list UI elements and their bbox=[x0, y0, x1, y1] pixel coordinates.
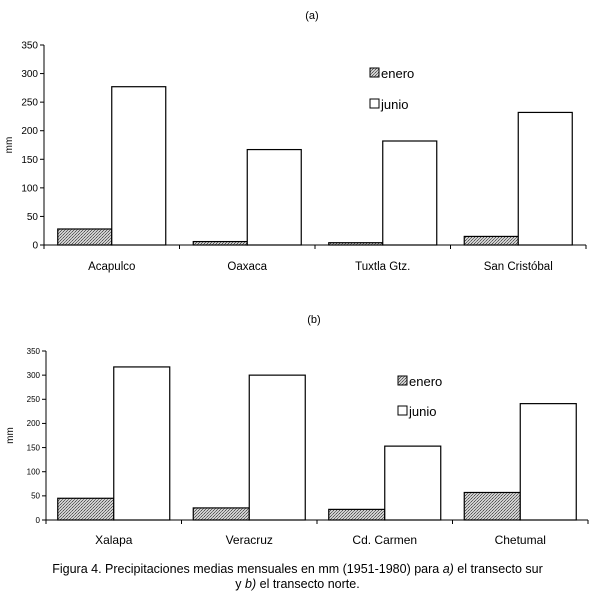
chart-b: (b) 0 50 100 150 200 250 300 350 mm Xalapa Veracruz… bbox=[5, 314, 589, 547]
y-tick-label: 50 bbox=[27, 212, 39, 223]
y-tick-label: 150 bbox=[21, 155, 38, 166]
legend-label-enero: enero bbox=[409, 374, 442, 389]
legend-swatch-enero bbox=[369, 67, 380, 78]
legend-swatch-enero bbox=[397, 375, 408, 386]
panel-label-a: (a) bbox=[305, 10, 318, 22]
bar-enero-0 bbox=[57, 497, 115, 521]
chart-a: (a) 0 50 100 150 200 250 300 350 mm Acapulco Oaxaca… bbox=[4, 10, 587, 273]
x-tick-label: Acapulco bbox=[88, 261, 135, 273]
x-tick-label: Cd. Carmen bbox=[352, 533, 417, 547]
caption-text-6: el transecto norte. bbox=[256, 577, 360, 591]
x-tick-label: Veracruz bbox=[226, 533, 273, 547]
bar-enero-0 bbox=[57, 228, 113, 246]
caption-text-1: Figura 4. Precipitaciones medias mensual… bbox=[52, 562, 443, 576]
bar-enero-1 bbox=[192, 507, 250, 521]
bar-junio-3 bbox=[519, 403, 577, 521]
x-tick-label: San Cristóbal bbox=[484, 261, 553, 273]
panel-label-b: (b) bbox=[307, 314, 320, 326]
y-tick-label: 250 bbox=[21, 98, 38, 109]
x-tick-label: Chetumal bbox=[495, 533, 546, 547]
bar-enero-3 bbox=[463, 235, 519, 246]
bar-junio-2 bbox=[384, 445, 442, 521]
y-tick-label: 150 bbox=[27, 443, 41, 452]
caption-text-5: b) bbox=[245, 577, 257, 591]
figure-caption: Figura 4. Precipitaciones medias mensual… bbox=[20, 562, 575, 592]
caption-text-3: el transecto sur bbox=[453, 562, 543, 576]
legend-swatch-junio bbox=[397, 405, 408, 416]
y-tick-label: 300 bbox=[21, 69, 38, 80]
bar-enero-1 bbox=[192, 240, 248, 246]
y-tick-label: 100 bbox=[27, 468, 41, 477]
legend-label-enero: enero bbox=[381, 66, 414, 81]
y-tick-label: 250 bbox=[27, 395, 41, 404]
y-tick-label: 100 bbox=[21, 183, 38, 194]
legend-label-junio: junio bbox=[380, 97, 408, 112]
y-tick-label: 350 bbox=[21, 41, 38, 52]
y-tick-label: 200 bbox=[21, 126, 38, 137]
caption-text-4: y bbox=[235, 577, 246, 591]
bar-junio-3 bbox=[517, 111, 573, 246]
bar-enero-3 bbox=[463, 491, 521, 521]
bar-junio-2 bbox=[382, 140, 438, 246]
y-tick-label: 0 bbox=[32, 241, 38, 252]
y-tick-label: 50 bbox=[31, 492, 40, 501]
y-axis-label-a: mm bbox=[4, 137, 15, 154]
bar-enero-2 bbox=[328, 242, 384, 246]
bar-enero-2 bbox=[328, 508, 386, 521]
y-tick-label: 0 bbox=[36, 516, 41, 525]
y-axis-label-b: mm bbox=[5, 427, 16, 444]
y-tick-label: 350 bbox=[27, 347, 41, 356]
x-tick-label: Oaxaca bbox=[227, 261, 267, 273]
caption-text-2: a) bbox=[442, 562, 454, 576]
bar-junio-0 bbox=[113, 366, 171, 521]
bar-junio-1 bbox=[248, 374, 306, 521]
y-tick-label: 200 bbox=[27, 419, 41, 428]
x-tick-label: Tuxtla Gtz. bbox=[355, 261, 410, 273]
x-tick-label: Xalapa bbox=[95, 533, 133, 547]
y-tick-label: 300 bbox=[27, 371, 41, 380]
legend-swatch-junio bbox=[369, 98, 380, 109]
legend-label-junio: junio bbox=[408, 404, 436, 419]
bar-junio-0 bbox=[111, 86, 167, 246]
bar-junio-1 bbox=[246, 148, 302, 246]
